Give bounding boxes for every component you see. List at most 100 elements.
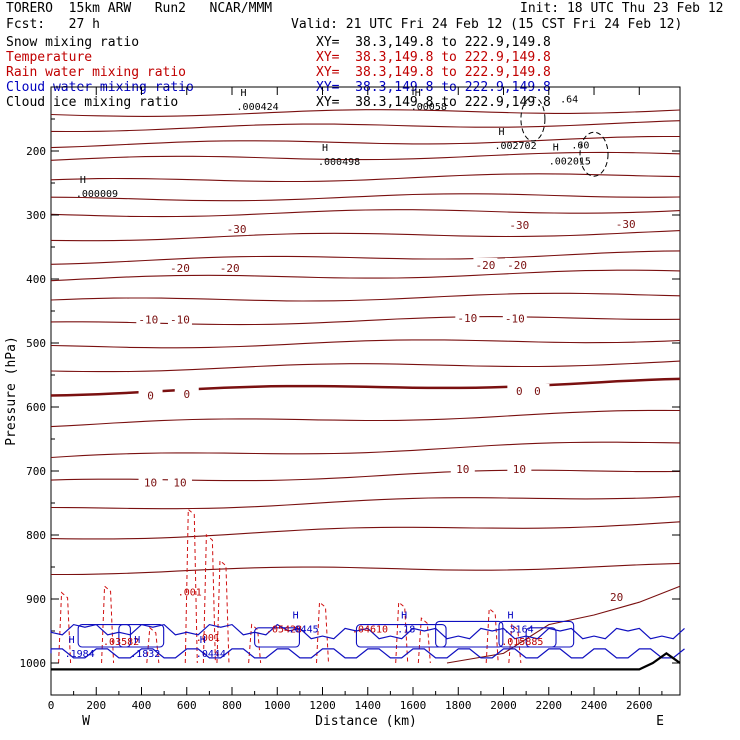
isotherm-line [50,339,681,349]
cloud-water-band [50,623,685,640]
y-tick-label: 600 [26,401,46,414]
isotherm-line [50,409,681,428]
temperature-isotherms [50,109,681,664]
rain-max-label: .001 [178,587,202,598]
x-tick-label: 1000 [264,699,291,712]
field-name-temperature: Temperature [6,50,93,65]
temperature-label-bg [167,261,192,275]
snow-contours [520,96,609,177]
field-xy-rain: XY= 38.3,149.8 to 222.9,149.8 [316,65,551,80]
y-tick-label: 800 [26,529,46,542]
cloud-ice-max-marker: H [498,127,504,138]
cloud-water-max-label: .1832 [130,649,160,660]
rain-contour [508,623,522,664]
snow-label: .64 [560,95,578,106]
temperature-label: -30 [616,218,636,231]
cloud-water-contour [77,624,131,648]
field-name-snow: Snow mixing ratio [6,35,140,50]
temperature-label-bg [167,312,192,326]
rain-max-label: .05428 [266,624,302,635]
temperature-label-bg [138,388,163,402]
isotherm-line [50,292,681,302]
isotherm-line [50,109,681,117]
cloud-ice-max-label: .000424 [237,102,279,113]
cloud-ice-max-label: .002702 [494,141,536,152]
forecast-hour: Fcst: 27 h [6,17,100,32]
isotherm-line [50,173,681,183]
init-time: Init: 18 UTC Thu 23 Feb 12 [520,1,724,16]
isotherm-line [50,250,681,265]
x-tick-label: 1200 [309,699,336,712]
x-tick-label: 400 [132,699,152,712]
cloud-water-contour [435,620,504,648]
isotherm-line [50,269,681,282]
y-tick-label: 300 [26,209,46,222]
cloud-water-max-label: .0445 [289,624,319,635]
isotherm-line [50,521,681,540]
temperature-label: 10 [456,463,469,476]
isotherm-line [50,360,681,373]
rain-max-label: .04610 [352,624,388,635]
precip-contours [50,508,685,664]
x-tick-label: 2000 [490,699,517,712]
temperature-label: 10 [513,463,526,476]
cloud-water-max-label: .0444 [196,649,226,660]
cloud-ice-max-label: .002015 [549,157,591,168]
isotherm-line [50,151,681,161]
snow-contour [520,96,546,142]
cloud-water-band [50,648,685,659]
x-tick-label: 2200 [536,699,563,712]
rain-contour [146,626,160,664]
temperature-label-bg [507,462,532,476]
temperature-label: -20 [220,262,240,275]
temperature-label-bg [174,387,199,401]
temperature-label: -30 [509,219,529,232]
temperature-label-bg [507,218,532,232]
field-xy-snow: XY= 38.3,149.8 to 222.9,149.8 [316,35,551,50]
temperature-label: -10 [170,313,190,326]
east-label: E [656,714,664,729]
temperature-label: -20 [170,262,190,275]
temperature-label: 0 [147,389,154,402]
temperature-label: 20 [610,591,623,604]
temperature-label: 0 [534,385,541,398]
temperature-label: 0 [183,388,190,401]
temperature-label: -10 [138,313,158,326]
cloud-water-contour [254,627,300,648]
isotherm-line [51,562,681,576]
temperature-label-bg [224,222,249,236]
y-tick-label: 900 [26,593,46,606]
rain-contour [395,601,409,664]
temperature-label-bg [455,311,480,325]
y-tick-label: 700 [26,465,46,478]
cloud-ice-max-label: .000498 [318,157,360,168]
isotherm-line [50,441,681,459]
temperature-label: -10 [457,312,477,325]
temperature-label: 10 [173,477,186,490]
isotherm-line [50,230,681,242]
field-xy-temperature: XY= 38.3,149.8 to 222.9,149.8 [316,50,551,65]
west-label: W [82,714,90,729]
y-tick-label: 500 [26,337,46,350]
temperature-label: 10 [144,477,157,490]
temperature-label-bg [136,312,161,326]
terrain-surface [51,652,681,671]
temperature-label: -20 [507,259,527,272]
cloud-ice-max-marker: H [553,143,559,154]
y-tick-label: 1000 [20,657,47,670]
temperature-label-bg [604,590,629,604]
rain-max-label: .001 [196,633,220,644]
model-header: TORERO 15km ARW Run2 NCAR/MMM [6,1,273,16]
rain-max-label: .03582 [103,637,139,648]
temperature-label-bg [505,257,530,271]
x-tick-label: 1600 [400,699,427,712]
cloud-water-max-marker: H [401,610,407,621]
cloud-water-contour [355,624,447,648]
rain-contour [202,533,216,664]
snow-label: .60 [571,141,589,152]
isotherm-line [50,193,681,202]
terrain-line [51,652,681,671]
temperature-label: 0 [516,385,523,398]
rain-max-label: .015885 [501,637,543,648]
